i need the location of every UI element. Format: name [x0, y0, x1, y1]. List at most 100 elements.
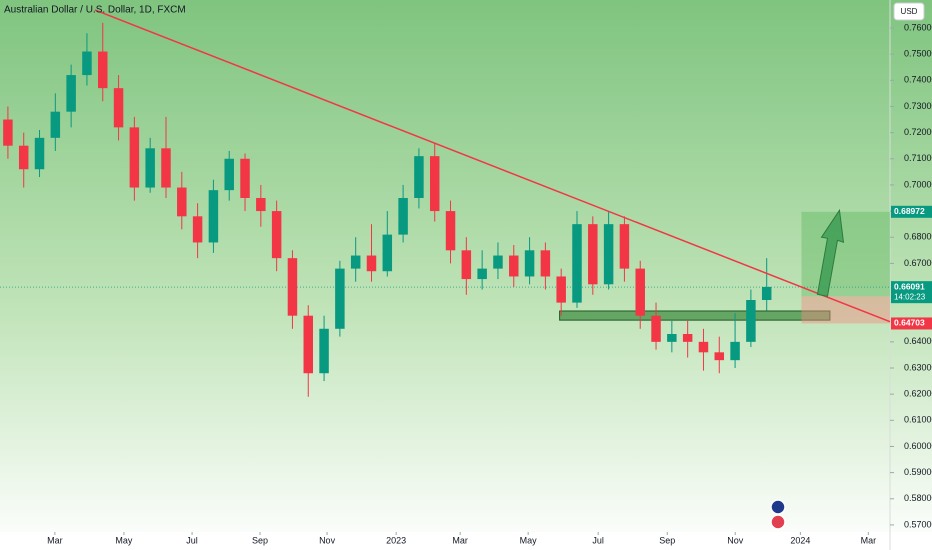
candle-body: [382, 234, 393, 272]
x-tick-label: Jul: [592, 535, 604, 545]
candle-body: [177, 187, 187, 217]
candle-body: [588, 224, 598, 285]
target-arrow: [816, 208, 845, 297]
candle-body: [129, 127, 140, 188]
x-axis-area: [0, 532, 932, 550]
x-tick-label: Sep: [252, 535, 268, 545]
last-price-box: [891, 281, 932, 304]
x-tick-label: Sep: [659, 535, 675, 545]
candle-body: [319, 328, 329, 374]
candle-body: [192, 216, 203, 243]
flag-us: [770, 514, 786, 530]
currency-label: USD: [901, 7, 918, 16]
candle-body: [603, 224, 614, 285]
candle-body: [18, 145, 29, 170]
candle-body: [619, 224, 630, 269]
candle-body: [698, 341, 709, 353]
candle-body: [572, 224, 582, 303]
candle-body: [50, 111, 61, 138]
candle-body: [303, 315, 314, 374]
plot-area: [0, 9, 890, 397]
candle-body: [224, 158, 234, 191]
x-tick-label: Mar: [861, 535, 877, 545]
candle-body: [667, 334, 677, 342]
candle-body: [34, 137, 45, 170]
target-price-label: 0.68972: [894, 206, 925, 216]
candle-body: [445, 211, 456, 251]
candle-body: [240, 158, 250, 198]
candle-body: [540, 250, 551, 277]
candle-body: [98, 51, 108, 89]
x-tick-label: Mar: [47, 535, 63, 545]
last-price-label: 0.66091: [894, 281, 925, 291]
candle-body: [66, 75, 76, 112]
profit-zone: [801, 211, 890, 297]
candle-body: [524, 250, 535, 277]
x-tick-label: Nov: [319, 535, 336, 545]
x-tick-label: Jul: [186, 535, 198, 545]
candle-body: [145, 148, 155, 188]
candle-body: [761, 286, 772, 301]
candle-body: [714, 352, 725, 361]
candle-body: [651, 315, 661, 342]
candle-body: [208, 190, 219, 243]
candle-body: [414, 156, 424, 198]
candle-body: [682, 334, 693, 342]
countdown-label: 14:02:23: [894, 292, 926, 301]
support-zone: [559, 310, 831, 321]
candle-body: [256, 197, 266, 212]
flag-au: [770, 499, 786, 515]
candle-body: [730, 341, 740, 361]
trendline: [94, 9, 890, 323]
currency-button[interactable]: [893, 2, 925, 21]
loss-zone: [801, 296, 890, 324]
candle-body: [82, 51, 92, 76]
flag-icons: [770, 499, 786, 530]
candle-body: [287, 258, 298, 316]
candle-body: [746, 300, 756, 342]
candle-body: [113, 88, 124, 128]
x-tick-label: Nov: [727, 535, 744, 545]
candle-body: [350, 255, 361, 269]
candle-body: [635, 268, 645, 316]
candle-body: [493, 255, 503, 269]
candle-body: [366, 255, 377, 272]
x-tick-label: Mar: [452, 535, 468, 545]
candle-body: [477, 268, 487, 280]
x-tick-label: May: [115, 535, 133, 545]
candle-body: [556, 276, 566, 303]
candle-body: [429, 156, 440, 212]
candle-body: [161, 148, 171, 188]
candle-body: [509, 255, 519, 277]
y-tick-label: 0.76000: [904, 22, 932, 32]
candle-body: [335, 268, 345, 329]
target-price-label-box: [891, 205, 932, 218]
x-tick-label: 2023: [386, 535, 406, 545]
candle-body: [461, 250, 472, 280]
candle-body: [398, 197, 408, 235]
x-tick-label: 2024: [790, 535, 810, 545]
stop-price-label: 0.64703: [894, 318, 925, 328]
stop-price-label-box: [891, 317, 932, 330]
candle-body: [271, 211, 282, 259]
chart-title: Australian Dollar / U.S. Dollar, 1D, FXC…: [4, 5, 186, 16]
x-tick-label: May: [520, 535, 538, 545]
